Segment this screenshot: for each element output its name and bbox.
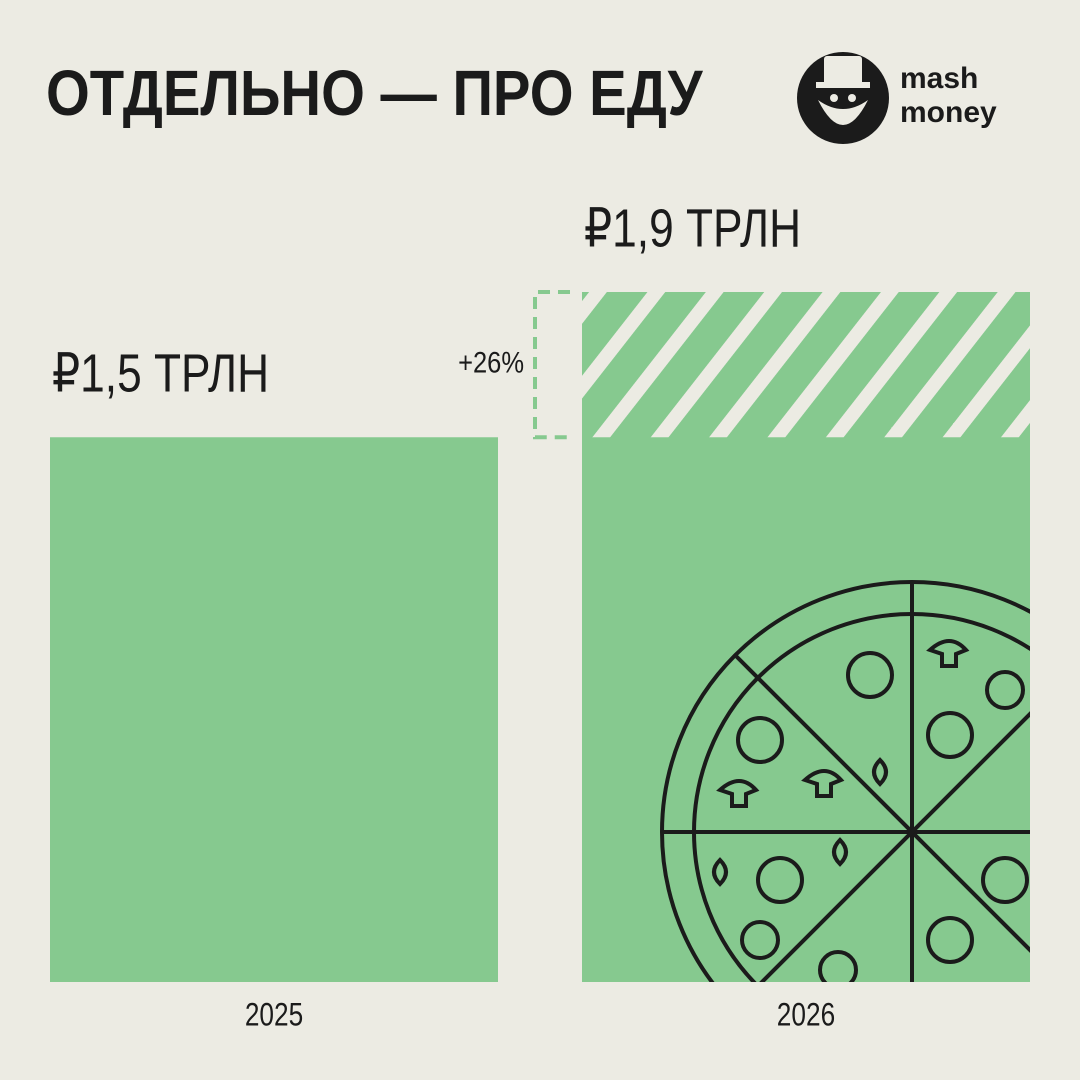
value-label: ₽1,9 ТРЛН [584, 198, 801, 258]
logo-text: money [900, 96, 997, 129]
x-tick-label: 2026 [777, 998, 835, 1033]
annotation: +26% [458, 346, 524, 379]
bar [50, 437, 498, 982]
logo: mash money [797, 52, 997, 144]
logo-text: mash [900, 62, 978, 95]
x-tick-label: 2025 [245, 998, 303, 1033]
pizza-illustration [660, 580, 1030, 982]
increase-bracket [533, 290, 570, 440]
increase-hatch [582, 292, 1030, 438]
chart-title: ОТДЕЛЬНО — ПРО ЕДУ [46, 57, 704, 129]
value-label: ₽1,5 ТРЛН [52, 343, 269, 403]
